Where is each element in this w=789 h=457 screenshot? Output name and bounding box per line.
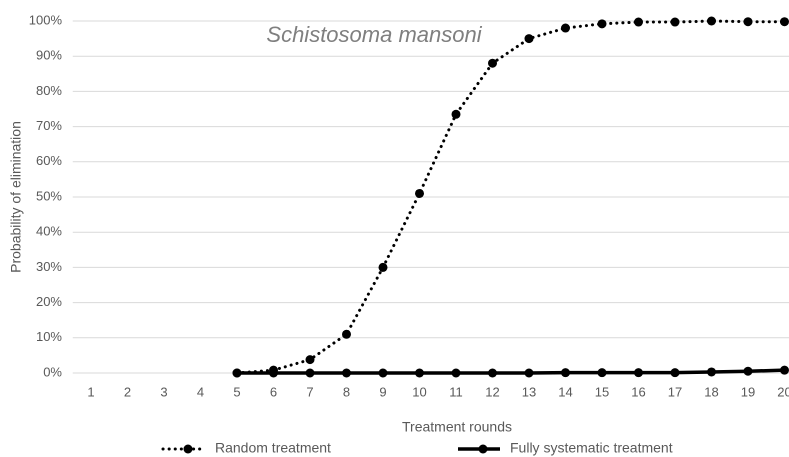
data-point [378, 368, 388, 378]
data-point [305, 368, 315, 378]
y-tick-label: 0% [43, 364, 62, 379]
x-tick-label: 8 [343, 384, 350, 399]
data-point [743, 366, 753, 376]
x-tick-label: 13 [522, 384, 536, 399]
x-tick-label: 1 [87, 384, 94, 399]
y-tick-label: 100% [29, 12, 63, 27]
x-tick-label: 14 [558, 384, 572, 399]
y-tick-label: 90% [36, 48, 62, 63]
data-point [451, 368, 461, 378]
x-tick-label: 19 [741, 384, 755, 399]
data-point [415, 188, 424, 198]
x-tick-label: 16 [631, 384, 645, 399]
data-point [342, 329, 351, 339]
x-tick-label: 2 [124, 384, 131, 399]
data-point [670, 368, 680, 378]
y-tick-label: 50% [36, 188, 62, 203]
y-tick-label: 20% [36, 294, 62, 309]
data-point [488, 368, 497, 378]
x-tick-label: 5 [233, 384, 240, 399]
x-tick-label: 9 [379, 384, 386, 399]
data-point [232, 368, 242, 378]
data-point [780, 17, 789, 27]
x-tick-label: 7 [306, 384, 313, 399]
x-tick-label: 11 [449, 384, 463, 399]
data-point [561, 23, 570, 33]
legend-label: Random treatment [215, 440, 331, 456]
x-tick-label: 12 [485, 384, 499, 399]
x-tick-label: 15 [595, 384, 609, 399]
y-tick-label: 80% [36, 83, 62, 98]
data-point [342, 368, 351, 378]
data-point [524, 368, 534, 378]
data-point [743, 17, 753, 27]
data-point [305, 355, 315, 365]
data-point [415, 368, 424, 378]
series-line [235, 19, 786, 375]
legend-label: Fully systematic treatment [510, 440, 673, 456]
data-point [269, 368, 278, 378]
x-tick-label: 3 [160, 384, 167, 399]
data-point [634, 17, 643, 27]
x-axis-label: Treatment rounds [402, 419, 512, 435]
data-point [488, 58, 497, 68]
legend-marker [478, 444, 488, 454]
data-point [634, 368, 643, 378]
data-point [451, 109, 461, 119]
y-axis-label: Probability of elimination [8, 121, 24, 273]
data-point [707, 16, 716, 26]
x-tick-label: 20 [777, 384, 789, 399]
x-tick-label: 17 [668, 384, 682, 399]
series-line [237, 368, 785, 375]
y-tick-label: 10% [36, 329, 62, 344]
y-tick-label: 60% [36, 153, 62, 168]
data-point [378, 262, 388, 272]
data-point [670, 17, 680, 27]
x-tick-label: 10 [412, 384, 426, 399]
y-tick-label: 70% [36, 118, 62, 133]
x-tick-label: 18 [704, 384, 718, 399]
chart-title: Schistosoma mansoni [266, 22, 482, 47]
data-point [597, 19, 607, 29]
legend-marker [183, 444, 193, 454]
data-point [780, 365, 789, 375]
data-point [707, 367, 716, 377]
y-tick-label: 40% [36, 224, 62, 239]
x-tick-label: 4 [197, 384, 204, 399]
data-point [524, 34, 534, 44]
x-tick-label: 6 [270, 384, 277, 399]
y-tick-label: 30% [36, 259, 62, 274]
data-point [561, 368, 570, 378]
data-point [597, 368, 607, 378]
